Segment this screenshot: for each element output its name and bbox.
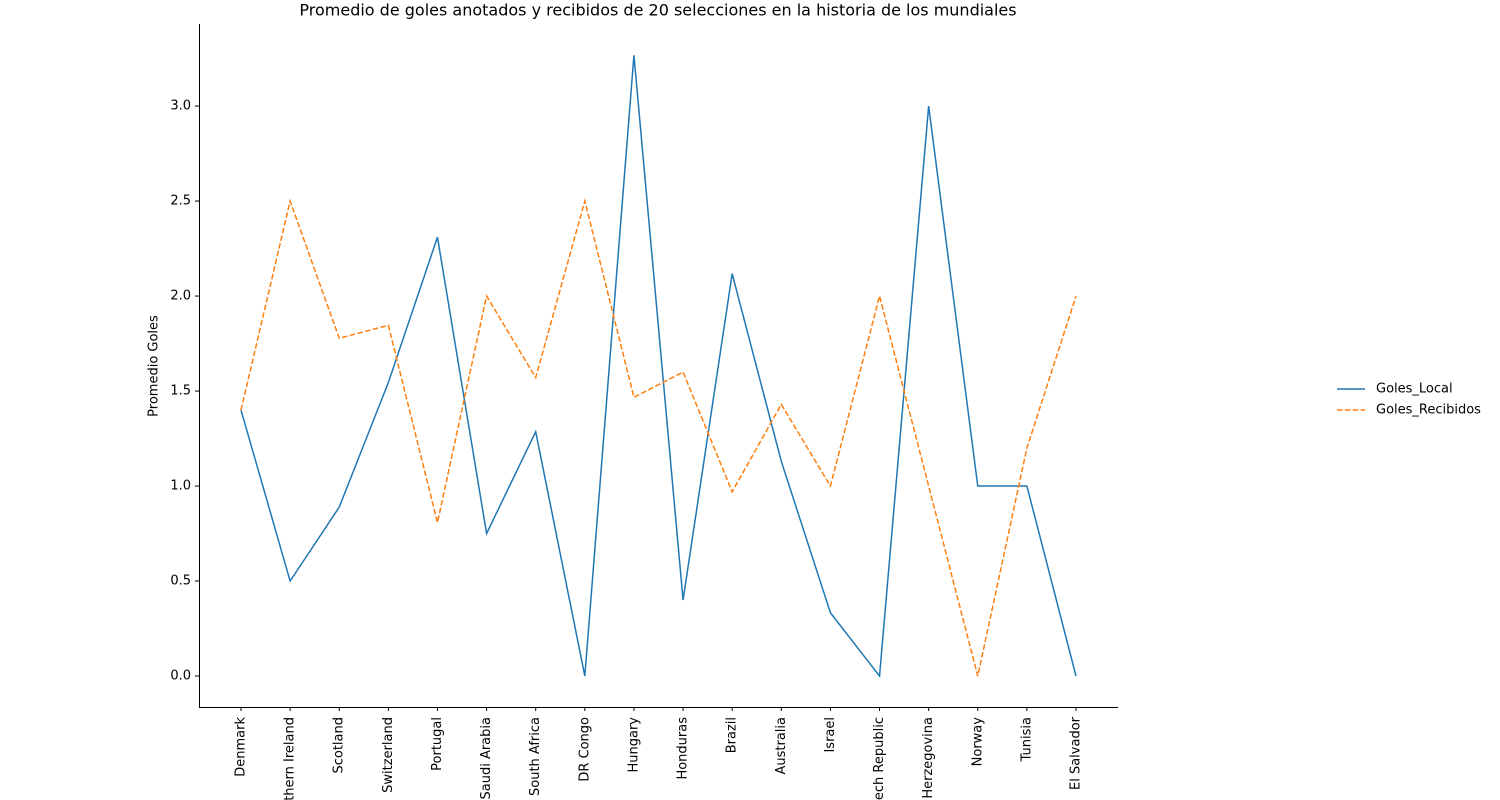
y-tick-label: 0.0 — [170, 669, 191, 684]
line-series — [240, 55, 1077, 679]
x-tick-label: South Africa — [528, 717, 543, 796]
x-tick-label: Czech Republic — [872, 717, 887, 800]
x-tick-label: Israel — [823, 717, 838, 753]
x-tick-label: Portugal — [430, 717, 445, 771]
x-tick-label: Bosnia and Herzegovina — [921, 717, 936, 800]
x-tick-label: Switzerland — [381, 717, 396, 793]
y-tick-label: 1.0 — [170, 479, 191, 494]
line-series — [240, 198, 1077, 677]
y-tick-label: 2.0 — [170, 289, 191, 304]
y-axis-label: Promedio Goles — [147, 315, 162, 417]
y-tick-label: 2.5 — [170, 194, 191, 209]
legend-label: Goles_Recibidos — [1376, 403, 1481, 418]
x-tick-label: Northern Ireland — [283, 717, 298, 800]
x-tick-label: Tunisia — [1019, 717, 1034, 762]
y-tick-label: 1.5 — [170, 384, 191, 399]
y-tick-label: 0.5 — [170, 574, 191, 589]
x-tick-label: El Salvador — [1069, 716, 1084, 790]
x-tick-label: Hungary — [626, 717, 641, 773]
x-tick-label: Scotland — [332, 717, 347, 774]
x-tick-label: Saudi Arabia — [479, 717, 494, 800]
y-tick-label: 3.0 — [170, 99, 191, 114]
x-tick-label: Australia — [774, 717, 789, 775]
x-tick-label: Denmark — [234, 717, 249, 777]
x-tick-label: Honduras — [676, 717, 691, 780]
chart-title: Promedio de goles anotados y recibidos d… — [299, 1, 1016, 20]
x-tick-label: DR Congo — [577, 717, 592, 782]
x-tick-label: Brazil — [725, 717, 740, 753]
legend-label: Goles_Local — [1376, 382, 1453, 397]
x-tick-label: Norway — [970, 717, 985, 767]
